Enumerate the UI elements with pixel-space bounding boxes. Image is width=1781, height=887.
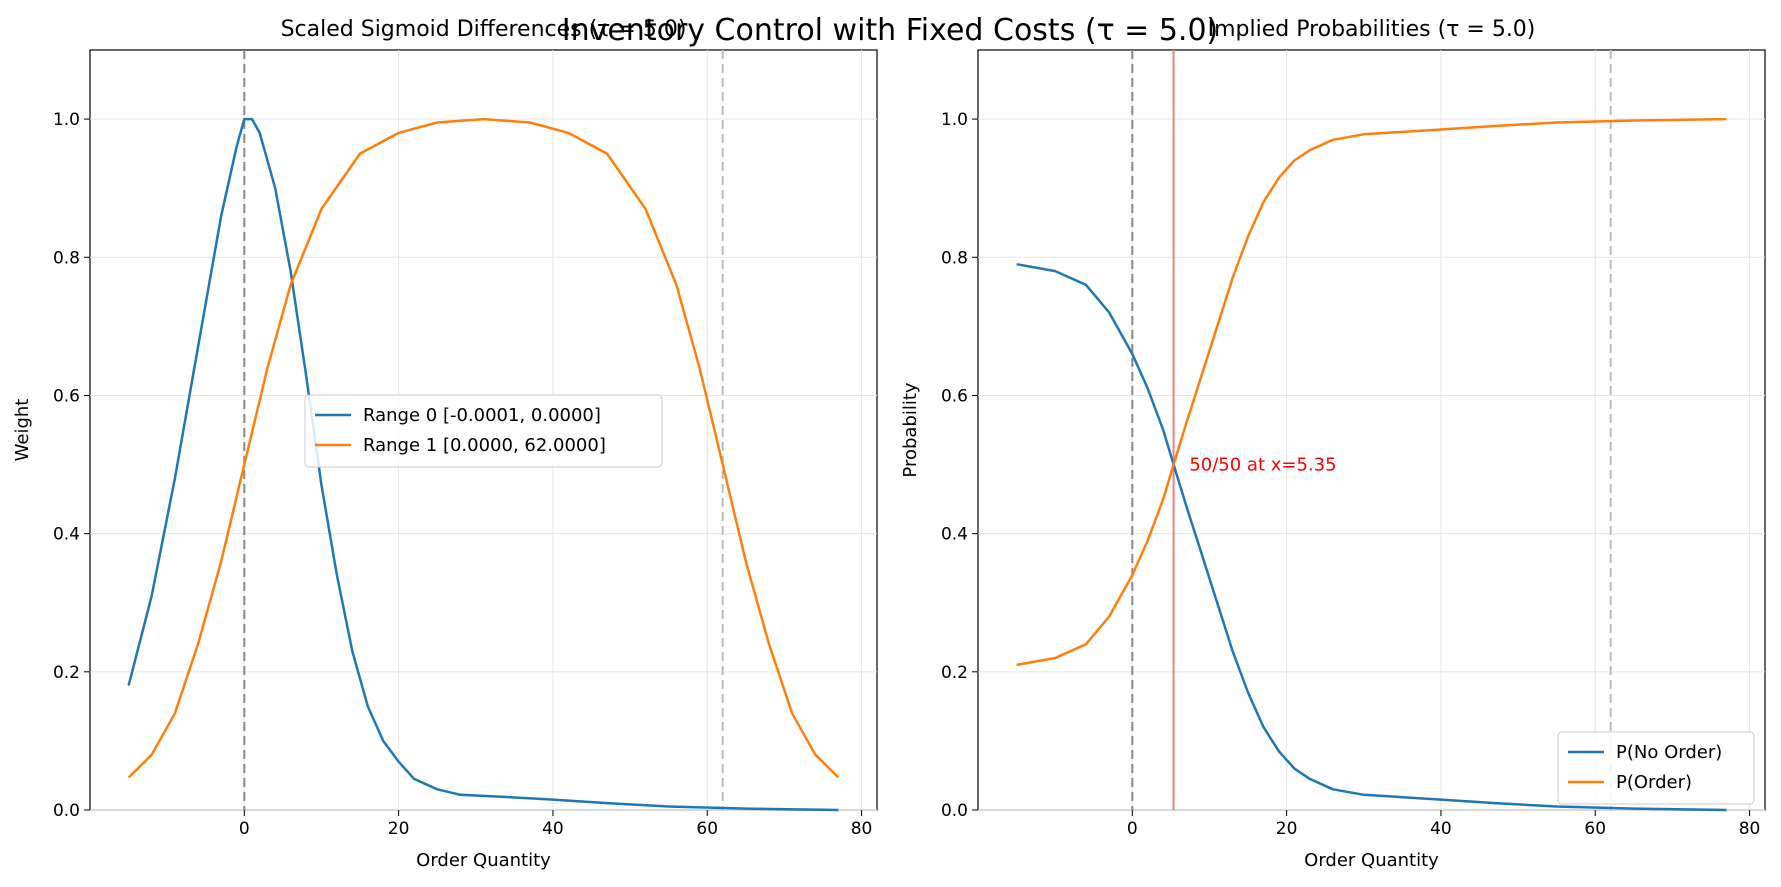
left-subplot-title: Scaled Sigmoid Differences (τ = 5.0) xyxy=(281,17,687,42)
left-y-axis-label: Weight xyxy=(12,399,33,462)
left-y-tick-label: 0.8 xyxy=(53,248,80,268)
right-y-axis-label: Probability xyxy=(900,382,921,477)
left-legend-box xyxy=(304,394,663,468)
left-subplot: 0 20 40 60 80 0.0 0.2 0.4 0.6 0.8 1.0 Scaled Sigmo… xyxy=(12,17,878,871)
right-x-tick-label: 40 xyxy=(1430,819,1452,839)
left-y-tick-label: 1.0 xyxy=(53,110,80,130)
figure-suptitle: Inventory Control with Fixed Costs (τ = … xyxy=(562,13,1219,48)
left-series-group xyxy=(127,117,840,812)
right-plot-frame xyxy=(977,49,1766,811)
left-legend-label: Range 0 [-0.0001, 0.0000] xyxy=(363,405,601,426)
right-y-tick-label: 0.8 xyxy=(941,248,968,268)
left-x-tick-label: 80 xyxy=(851,819,873,839)
right-x-tick-label: 0 xyxy=(1127,819,1138,839)
right-x-tick-label: 80 xyxy=(1739,819,1761,839)
left-x-tick-label: 40 xyxy=(542,819,564,839)
left-y-tick-label: 0.0 xyxy=(53,801,80,821)
right-y-tick-label: 0.2 xyxy=(941,663,968,683)
right-y-tick-label: 1.0 xyxy=(941,110,968,130)
left-x-tick-label: 60 xyxy=(696,819,718,839)
right-subplot-title: Implied Probabilities (τ = 5.0) xyxy=(1208,17,1536,42)
right-series-line-0 xyxy=(1016,262,1727,812)
left-x-tick-label: 0 xyxy=(239,819,250,839)
right-x-tick-label: 20 xyxy=(1276,819,1298,839)
left-y-tick-label: 0.2 xyxy=(53,663,80,683)
right-ticks: 0 20 40 60 80 0.0 0.2 0.4 0.6 0.8 1.0 xyxy=(941,110,1760,839)
left-ticks: 0 20 40 60 80 0.0 0.2 0.4 0.6 0.8 1.0 xyxy=(53,110,872,839)
left-x-tick-label: 20 xyxy=(388,819,410,839)
left-legend-label: Range 1 [0.0000, 62.0000] xyxy=(363,435,606,456)
right-legend-box xyxy=(1557,731,1755,805)
left-x-axis-label: Order Quantity xyxy=(416,850,551,871)
left-reference-lines xyxy=(243,50,724,810)
left-series-line-1 xyxy=(127,117,840,779)
right-y-tick-label: 0.4 xyxy=(941,525,968,545)
crossover-annotation: 50/50 at x=5.35 xyxy=(1189,455,1336,476)
right-x-tick-label: 60 xyxy=(1584,819,1606,839)
left-y-tick-label: 0.6 xyxy=(53,386,80,406)
right-subplot: 0 20 40 60 80 0.0 0.2 0.4 0.6 0.8 1.0 50/50 at x=5… xyxy=(900,17,1766,871)
right-reference-lines xyxy=(1131,50,1612,810)
right-legend: P(No Order) P(Order) xyxy=(1557,731,1755,805)
left-y-tick-label: 0.4 xyxy=(53,525,80,545)
right-series-group xyxy=(1016,117,1727,812)
right-x-axis-label: Order Quantity xyxy=(1304,850,1439,871)
right-legend-label: P(Order) xyxy=(1616,772,1692,793)
right-y-tick-label: 0.0 xyxy=(941,801,968,821)
left-series-line-0 xyxy=(127,117,839,812)
right-y-tick-label: 0.6 xyxy=(941,386,968,406)
right-legend-label: P(No Order) xyxy=(1616,742,1722,763)
right-series-line-1 xyxy=(1016,117,1727,667)
left-legend: Range 0 [-0.0001, 0.0000] Range 1 [0.0000… xyxy=(304,394,663,468)
